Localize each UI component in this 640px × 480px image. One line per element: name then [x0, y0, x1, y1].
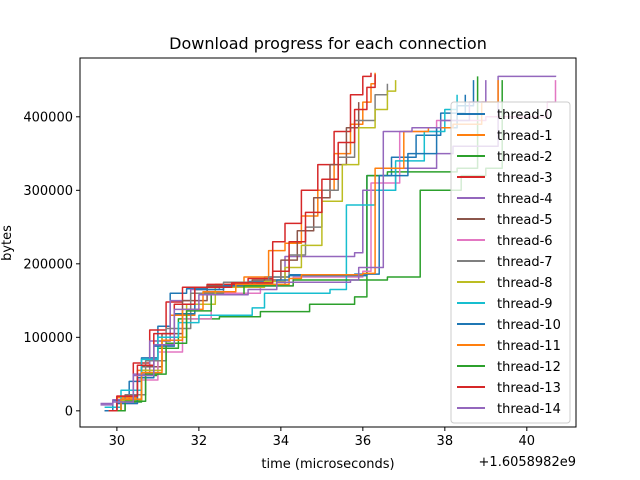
legend-label-thread-7: thread-7	[497, 255, 553, 270]
legend-label-thread-13: thread-13	[497, 381, 561, 396]
legend-label-thread-10: thread-10	[497, 318, 561, 333]
x-tick-label: 40	[519, 434, 536, 449]
x-tick-label: 30	[109, 434, 126, 449]
legend-label-thread-2: thread-2	[497, 150, 553, 165]
series-line-thread-14	[100, 80, 487, 406]
series-line-thread-13	[108, 74, 376, 412]
legend-label-thread-3: thread-3	[497, 171, 553, 186]
legend-label-thread-0: thread-0	[497, 108, 553, 123]
y-tick-label: 200000	[23, 257, 73, 272]
legend: thread-0 thread-1 thread-2 thread-3 thread-4…	[450, 101, 571, 424]
y-axis-label: bytes	[0, 225, 15, 261]
series-line-thread-9	[104, 94, 458, 408]
x-tick-label: 34	[273, 434, 290, 449]
x-axis-label: time (microseconds)	[261, 457, 394, 472]
chart-title: Download progress for each connection	[169, 34, 487, 53]
x-axis-offset-label: +1.6058982e9	[479, 455, 576, 470]
y-tick-label: 0	[65, 404, 73, 419]
legend-label-thread-9: thread-9	[497, 297, 553, 312]
legend-label-thread-6: thread-6	[497, 234, 553, 249]
y-tick-label: 100000	[23, 331, 73, 346]
legend-label-thread-8: thread-8	[497, 276, 553, 291]
y-axis: 0 100000 200000 300000 400000	[23, 110, 80, 419]
x-tick-label: 32	[191, 434, 208, 449]
plot-frame	[79, 57, 577, 428]
legend-label-thread-11: thread-11	[497, 339, 561, 354]
y-tick-label: 400000	[23, 110, 73, 125]
legend-box	[450, 101, 571, 424]
x-tick-label: 38	[437, 434, 454, 449]
legend-label-thread-12: thread-12	[497, 360, 561, 375]
legend-label-thread-5: thread-5	[497, 213, 553, 228]
series-line-thread-10	[104, 80, 475, 412]
series-line-thread-8	[108, 80, 397, 412]
legend-label-thread-14: thread-14	[497, 402, 561, 417]
legend-label-thread-4: thread-4	[497, 192, 553, 207]
x-axis: 30 32 34 36 38 40	[109, 427, 535, 449]
x-tick-label: 36	[355, 434, 372, 449]
legend-label-thread-1: thread-1	[497, 129, 553, 144]
y-tick-label: 300000	[23, 184, 73, 199]
